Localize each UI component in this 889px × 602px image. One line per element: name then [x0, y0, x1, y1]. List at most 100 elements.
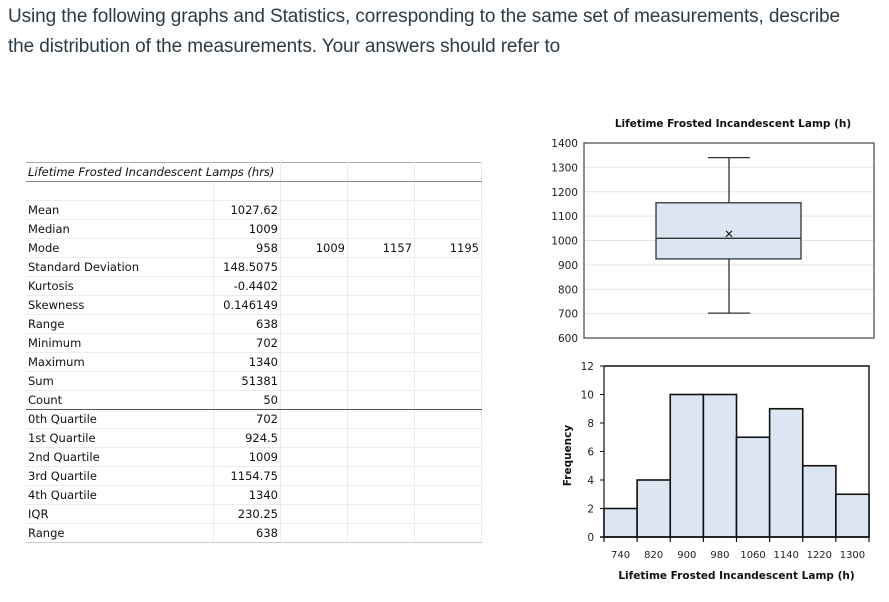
- table-row: Range 638: [26, 314, 482, 334]
- table-row: Kurtosis -0.4402: [26, 276, 482, 296]
- stat-label: Sum: [26, 371, 214, 391]
- table-title-row: Lifetime Frosted Incandescent Lamps (hrs…: [26, 162, 482, 182]
- table-row: 1st Quartile 924.5: [26, 428, 482, 448]
- extra-value: [280, 409, 348, 429]
- plot-area: [583, 142, 875, 339]
- extra-value: [347, 409, 415, 429]
- y-tick-label: 1400: [551, 138, 578, 150]
- x-tick-label: 1140: [773, 550, 798, 561]
- table-row: Count 50: [26, 390, 482, 410]
- stat-label: 4th Quartile: [26, 485, 214, 505]
- extra-value: [414, 485, 482, 505]
- stat-value: 924.5: [213, 428, 281, 448]
- stat-value: 1009: [213, 219, 281, 239]
- extra-value: [414, 276, 482, 296]
- stat-value: 230.25: [213, 504, 281, 524]
- stat-value: 0.146149: [213, 295, 281, 315]
- histogram-bar: [835, 493, 870, 538]
- extra-value: [414, 466, 482, 486]
- extra-value: [280, 466, 348, 486]
- extra-value: [414, 200, 482, 220]
- extra-value: [280, 523, 348, 543]
- extra-value: [414, 390, 482, 410]
- mean-marker-icon: [725, 230, 733, 238]
- y-tick-label: 4: [587, 475, 594, 487]
- extra-value: [280, 428, 348, 448]
- y-axis-label: Frequency: [562, 425, 574, 487]
- y-tick-label: 1000: [551, 236, 578, 248]
- table-blank-row: [26, 181, 482, 201]
- extra-value: [414, 371, 482, 391]
- stat-value: 1027.62: [213, 200, 281, 220]
- prompt-line-2: the distribution of the measurements. Yo…: [8, 36, 561, 57]
- x-tick-label: 1220: [807, 550, 832, 561]
- extra-value: [280, 447, 348, 467]
- x-tick-label: 820: [644, 550, 663, 561]
- histogram-bar: [669, 393, 705, 538]
- extra-value: [414, 333, 482, 353]
- x-tick-label: 900: [677, 550, 696, 561]
- histogram-chart: 0 2 4 6 8 10 12 740 820 900 980 1060 1140 1220 1300 Lif…: [562, 361, 870, 582]
- stat-label: Range: [26, 523, 214, 543]
- stat-value: 1340: [213, 485, 281, 505]
- y-tick-label: 10: [581, 390, 594, 402]
- table-row: 2nd Quartile 1009: [26, 447, 482, 467]
- iqr-box: [655, 202, 802, 260]
- extra-value: [347, 257, 415, 277]
- extra-value: [280, 219, 348, 239]
- stat-value: 958: [213, 238, 281, 258]
- stat-label: Maximum: [26, 352, 214, 372]
- table-row: Median 1009: [26, 219, 482, 239]
- extra-value: [347, 333, 415, 353]
- stat-value: 638: [213, 314, 281, 334]
- table-row: Minimum 702: [26, 333, 482, 353]
- extra-value: [414, 219, 482, 239]
- table-row: Skewness 0.146149: [26, 295, 482, 315]
- extra-value: [280, 314, 348, 334]
- histogram-bar: [801, 464, 837, 538]
- extra-value: [280, 390, 348, 410]
- table-row: Standard Deviation 148.5075: [26, 257, 482, 277]
- extra-value: [347, 523, 415, 543]
- stat-label: 2nd Quartile: [26, 447, 214, 467]
- extra-value: [280, 200, 348, 220]
- x-tick-label: 740: [611, 550, 630, 561]
- extra-value: [280, 295, 348, 315]
- stat-label: Skewness: [26, 295, 214, 315]
- extra-value: 1157: [347, 238, 415, 258]
- y-tick-label: 600: [558, 333, 578, 345]
- extra-value: 1009: [280, 238, 348, 258]
- stat-value: 1340: [213, 352, 281, 372]
- y-tick-label: 1200: [551, 187, 578, 199]
- stat-value: 1154.75: [213, 466, 281, 486]
- stat-label: Kurtosis: [26, 276, 214, 296]
- extra-value: [280, 333, 348, 353]
- x-tick-label: 1300: [840, 550, 865, 561]
- extra-value: [280, 276, 348, 296]
- stat-label: IQR: [26, 504, 214, 524]
- extra-value: [347, 352, 415, 372]
- statistics-table: Lifetime Frosted Incandescent Lamps (hrs…: [26, 162, 482, 543]
- extra-value: [414, 447, 482, 467]
- y-tick-label: 1300: [551, 162, 578, 174]
- stat-label: 1st Quartile: [26, 428, 214, 448]
- y-tick-label: 700: [558, 309, 578, 321]
- stat-value: 702: [213, 333, 281, 353]
- stat-label: 0th Quartile: [26, 409, 214, 429]
- table-row: 3rd Quartile 1154.75: [26, 466, 482, 486]
- x-tick-label: 1060: [740, 550, 765, 561]
- y-tick-label: 800: [558, 284, 578, 296]
- x-tick-label: 980: [710, 550, 729, 561]
- extra-value: [347, 390, 415, 410]
- extra-value: [347, 295, 415, 315]
- histogram-bar: [735, 436, 771, 538]
- stat-label: Mean: [26, 200, 214, 220]
- extra-value: [280, 352, 348, 372]
- extra-value: [280, 257, 348, 277]
- extra-value: [347, 200, 415, 220]
- extra-value: [347, 371, 415, 391]
- histogram-bar: [768, 407, 804, 538]
- stat-value: 702: [213, 409, 281, 429]
- box-plot-chart: Lifetime Frosted Incandescent Lamp (h) 60…: [551, 118, 875, 345]
- stat-label: Median: [26, 219, 214, 239]
